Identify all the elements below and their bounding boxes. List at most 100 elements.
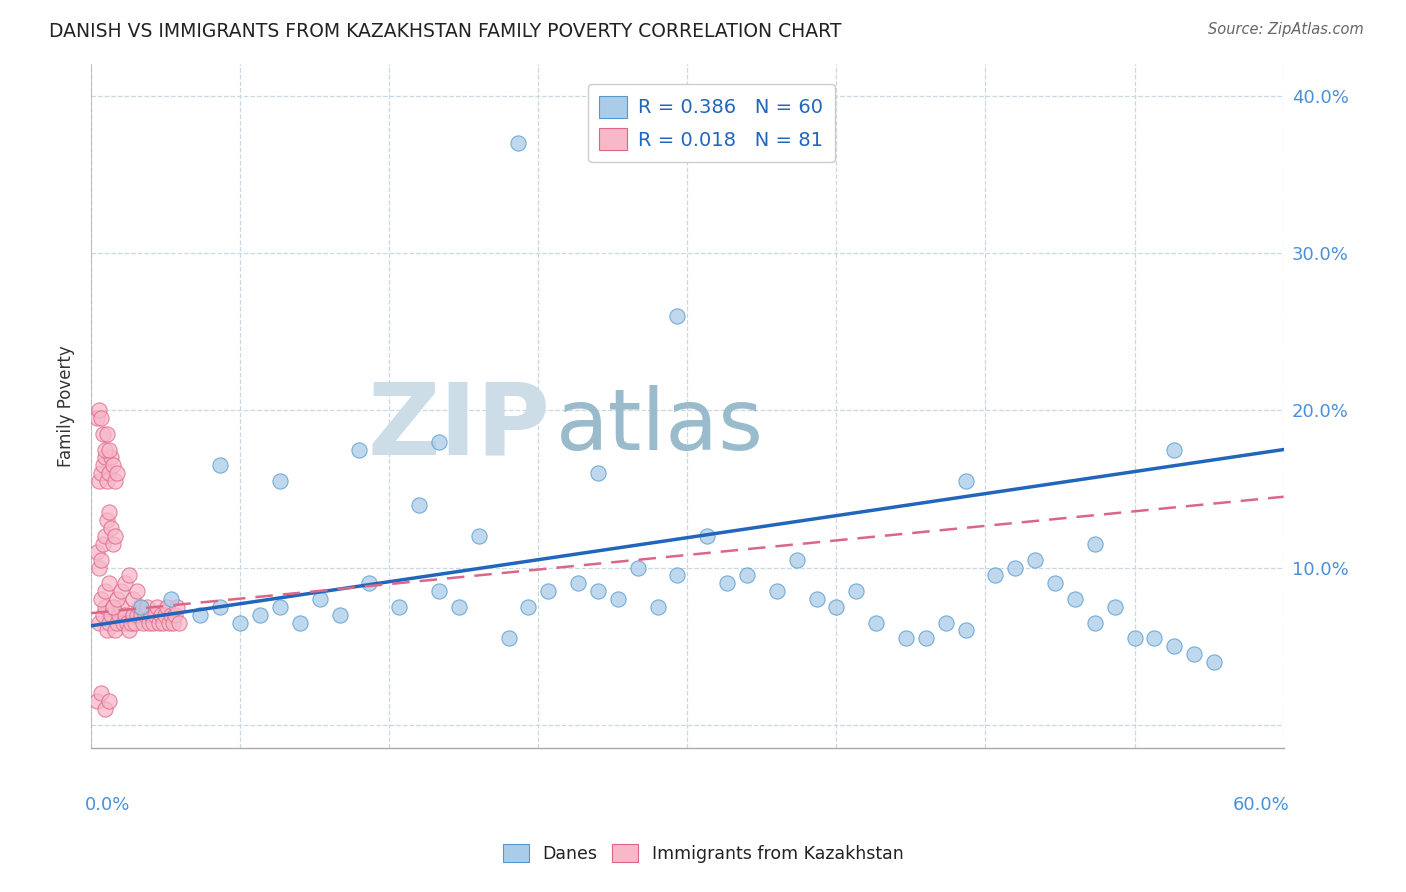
Point [98,694,121,708]
Point [100,450,122,465]
Point [249,607,271,622]
Point [100,521,122,535]
Point [1163,639,1185,653]
Point [1024,552,1046,566]
Legend: Danes, Immigrants from Kazakhstan: Danes, Immigrants from Kazakhstan [496,838,910,870]
Point [627,560,650,574]
Point [96,624,118,638]
Point [766,584,789,599]
Point [91,537,114,551]
Point [110,584,132,599]
Point [427,434,450,449]
Text: Source: ZipAtlas.com: Source: ZipAtlas.com [1208,22,1364,37]
Point [86,694,108,708]
Point [98,615,121,630]
Point [152,615,174,630]
Text: atlas: atlas [557,385,765,468]
Point [132,615,155,630]
Point [1182,647,1205,661]
Point [586,466,609,480]
Point [101,537,124,551]
Point [90,686,112,700]
Point [91,426,114,441]
Point [142,615,165,630]
Point [209,599,232,614]
Point [87,403,110,417]
Point [138,615,160,630]
Point [647,599,669,614]
Point [105,466,128,480]
Point [110,599,132,614]
Point [98,466,121,480]
Point [845,584,868,599]
Point [156,599,179,614]
Point [935,615,957,630]
Point [229,615,252,630]
Point [104,624,127,638]
Point [139,607,162,622]
Point [145,599,167,614]
Point [90,552,112,566]
Point [288,615,311,630]
Point [91,458,114,473]
Point [91,607,114,622]
Point [104,529,127,543]
Point [388,599,411,614]
Point [865,615,887,630]
Point [153,607,176,622]
Point [87,615,110,630]
Point [101,599,124,614]
Point [101,458,124,473]
Text: DANISH VS IMMIGRANTS FROM KAZAKHSTAN FAMILY POVERTY CORRELATION CHART: DANISH VS IMMIGRANTS FROM KAZAKHSTAN FAM… [49,22,842,41]
Point [308,592,330,607]
Point [157,615,180,630]
Point [105,592,128,607]
Point [125,607,148,622]
Point [955,624,977,638]
Point [586,584,609,599]
Point [86,545,108,559]
Point [735,568,758,582]
Point [167,615,190,630]
Point [94,702,117,716]
Point [98,442,121,457]
Point [567,576,589,591]
Point [1202,655,1225,669]
Point [108,607,131,622]
Point [98,576,121,591]
Point [87,560,110,574]
Point [122,592,145,607]
Point [1123,632,1146,646]
Point [508,136,530,150]
Point [94,450,117,465]
Point [94,584,117,599]
Point [209,458,232,473]
Point [467,529,489,543]
Point [1064,592,1087,607]
Point [349,442,371,457]
Point [1104,599,1126,614]
Point [122,607,145,622]
Point [666,568,689,582]
Point [115,615,138,630]
Point [143,607,166,622]
Point [129,607,152,622]
Point [135,599,157,614]
Point [329,607,352,622]
Point [517,599,540,614]
Point [125,584,148,599]
Point [124,615,146,630]
Point [1084,537,1107,551]
Point [94,529,117,543]
Point [162,615,184,630]
Point [269,599,291,614]
Point [101,599,124,614]
Text: 0.0%: 0.0% [86,797,131,814]
Point [606,592,628,607]
Point [118,624,141,638]
Point [129,599,152,614]
Point [96,513,118,527]
Point [87,474,110,488]
Point [114,607,136,622]
Point [190,607,212,622]
